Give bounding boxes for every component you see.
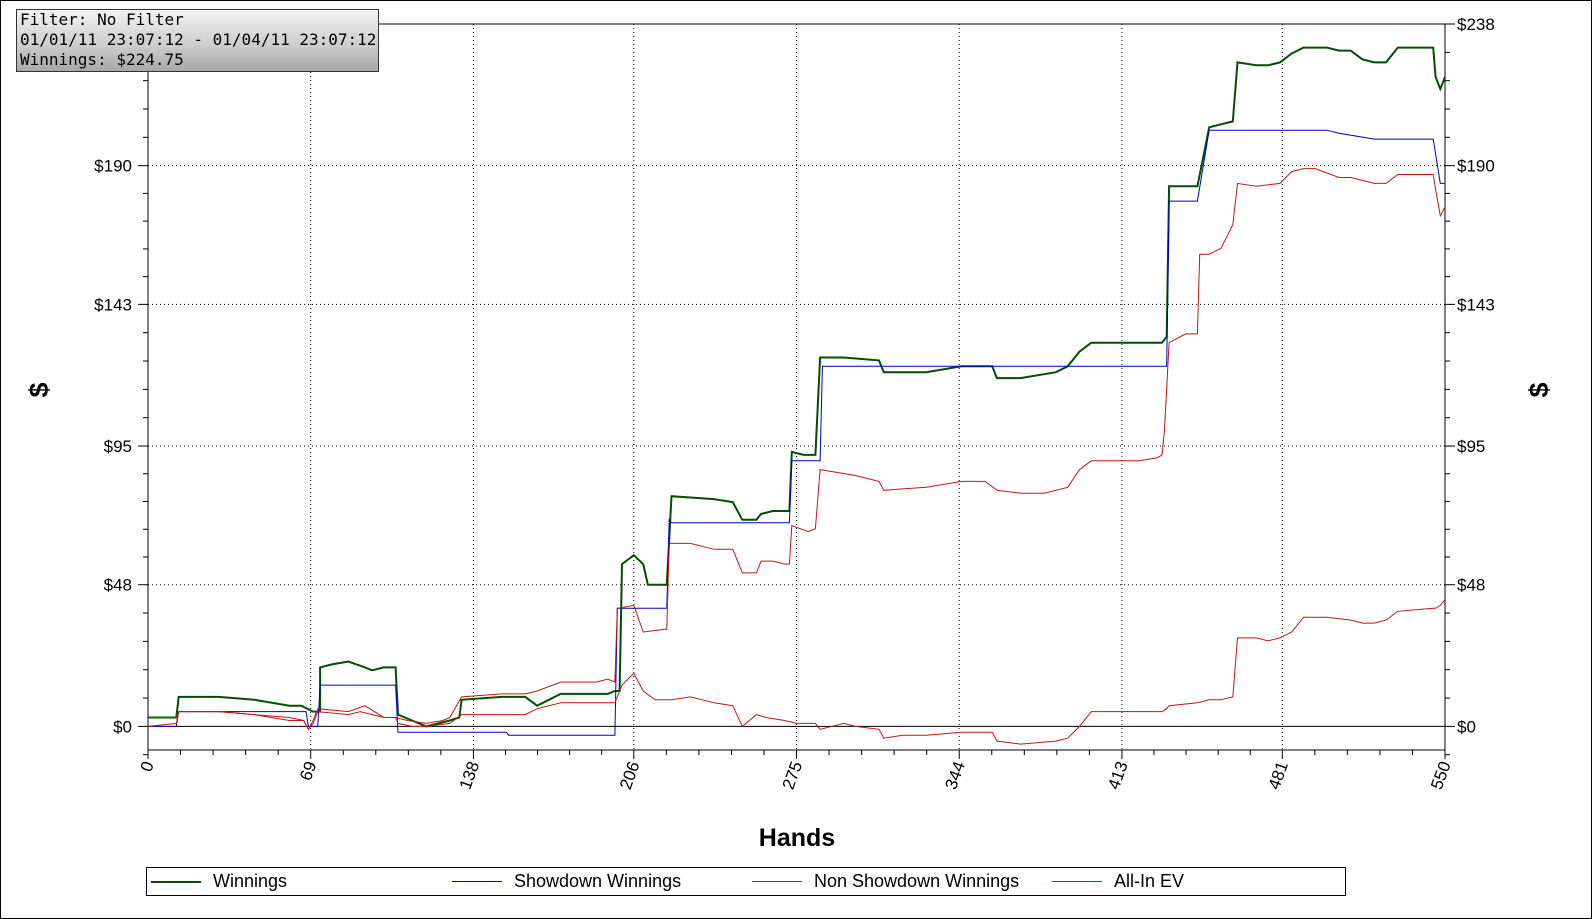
legend-swatch-allin-ev [1052, 881, 1102, 882]
legend-swatch-non-showdown [752, 881, 802, 882]
x-tick-label: 344 [941, 759, 969, 792]
legend-item-winnings: Winnings [151, 868, 287, 895]
y-axis-title-right: $ [1524, 382, 1554, 397]
x-tick-label: 481 [1264, 759, 1292, 792]
y-tick-label: $190 [94, 157, 132, 176]
legend-label-showdown: Showdown Winnings [514, 871, 682, 891]
x-tick-label: 0 [137, 759, 158, 774]
filter-text: Filter: No Filter [20, 10, 184, 29]
x-tick-label: 413 [1104, 759, 1132, 792]
legend-item-allin-ev: All-In EV [1052, 868, 1184, 895]
date-range-text: 01/01/11 23:07:12 - 01/04/11 23:07:12 [20, 30, 377, 49]
x-tick-label: 69 [296, 759, 320, 783]
y-tick-label-right: $143 [1457, 295, 1495, 314]
legend: Winnings Showdown Winnings Non Showdown … [146, 867, 1346, 896]
y-tick-label: $0 [113, 717, 132, 736]
y-tick-label-right: $238 [1457, 15, 1495, 34]
legend-label-winnings: Winnings [213, 871, 288, 891]
y-tick-label: $95 [104, 437, 132, 456]
y-tick-label: $48 [104, 576, 132, 595]
legend-item-non-showdown: Non Showdown Winnings [752, 868, 1019, 895]
tick-labels: $0$0$48$48$95$95$143$143$190$190$238$238… [94, 15, 1495, 792]
y-axis-title-left: $ [24, 382, 54, 397]
series-line-non-showdown-winnings [147, 168, 1446, 731]
x-tick-label: 138 [456, 759, 484, 792]
legend-label-non-showdown: Non Showdown Winnings [814, 871, 1020, 891]
legend-label-allin-ev: All-In EV [1114, 871, 1185, 891]
x-tick-label: 206 [616, 759, 644, 792]
y-tick-label-right: $95 [1457, 437, 1485, 456]
y-tick-label-right: $48 [1457, 576, 1485, 595]
x-tick-label: 550 [1427, 759, 1455, 792]
legend-swatch-showdown [452, 881, 502, 882]
legend-item-showdown: Showdown Winnings [452, 868, 681, 895]
y-tick-label-right: $190 [1457, 157, 1495, 176]
series-line-winnings [148, 46, 1446, 728]
series-line-showdown-winnings [148, 129, 1445, 736]
series-line-all-in-ev [148, 599, 1446, 745]
info-box: Filter: No Filter 01/01/11 23:07:12 - 01… [16, 9, 379, 72]
legend-swatch-winnings [151, 880, 201, 883]
x-tick-label: 275 [779, 759, 807, 792]
y-tick-label: $143 [94, 295, 132, 314]
grid [148, 24, 1445, 750]
winnings-total-text: Winnings: $224.75 [20, 50, 184, 69]
series-lines [147, 46, 1446, 745]
y-tick-label-right: $0 [1457, 717, 1476, 736]
x-axis-title: Hands [759, 824, 835, 852]
